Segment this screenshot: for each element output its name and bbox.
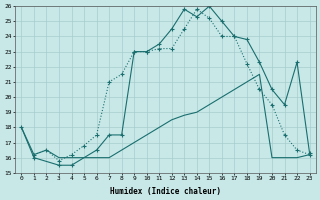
X-axis label: Humidex (Indice chaleur): Humidex (Indice chaleur) (110, 187, 221, 196)
